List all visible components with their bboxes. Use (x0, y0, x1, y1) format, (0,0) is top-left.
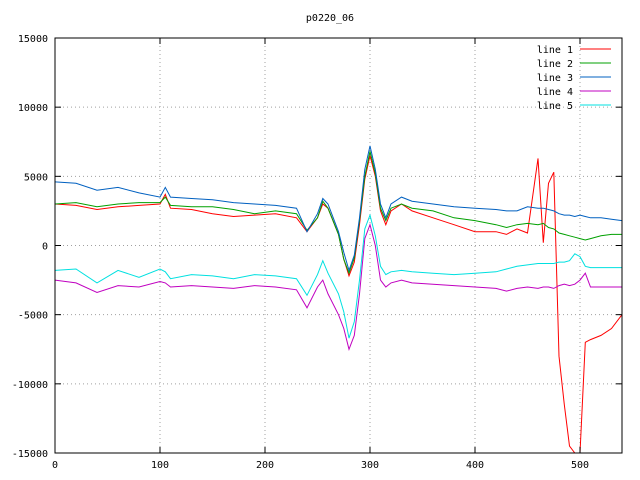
legend-label-4: line 4 (537, 87, 573, 98)
series-line-3 (55, 145, 622, 273)
grid-lines (55, 38, 622, 453)
legend-label-5: line 5 (537, 101, 573, 112)
legend-label-1: line 1 (537, 45, 573, 56)
x-tick-label: 400 (466, 460, 484, 471)
y-tick-label: 10000 (18, 103, 48, 114)
x-tick-label: 300 (361, 460, 379, 471)
x-tick-label: 0 (52, 460, 58, 471)
series-line-5 (55, 213, 622, 339)
legend-label-2: line 2 (537, 59, 573, 70)
axis-ticks: 0 100 200 300 400 500 -15000 -10000 -5000 0 5000 10… (12, 34, 622, 471)
y-tick-label: -10000 (12, 380, 48, 391)
series-layer (55, 145, 622, 453)
y-tick-label: 15000 (18, 34, 48, 45)
legend: line 1 line 2 line 3 line 4 line 5 (537, 45, 611, 112)
chart-title: p0220_06 (306, 13, 354, 24)
y-tick-label: -5000 (18, 311, 48, 322)
y-tick-label: 5000 (24, 172, 48, 183)
x-tick-label: 200 (256, 460, 274, 471)
series-line-2 (55, 151, 622, 275)
y-tick-label: 0 (42, 242, 48, 253)
x-tick-label: 100 (151, 460, 169, 471)
y-tick-label: -15000 (12, 449, 48, 460)
legend-label-3: line 3 (537, 73, 573, 84)
series-line-4 (55, 223, 622, 351)
x-tick-label: 500 (571, 460, 589, 471)
